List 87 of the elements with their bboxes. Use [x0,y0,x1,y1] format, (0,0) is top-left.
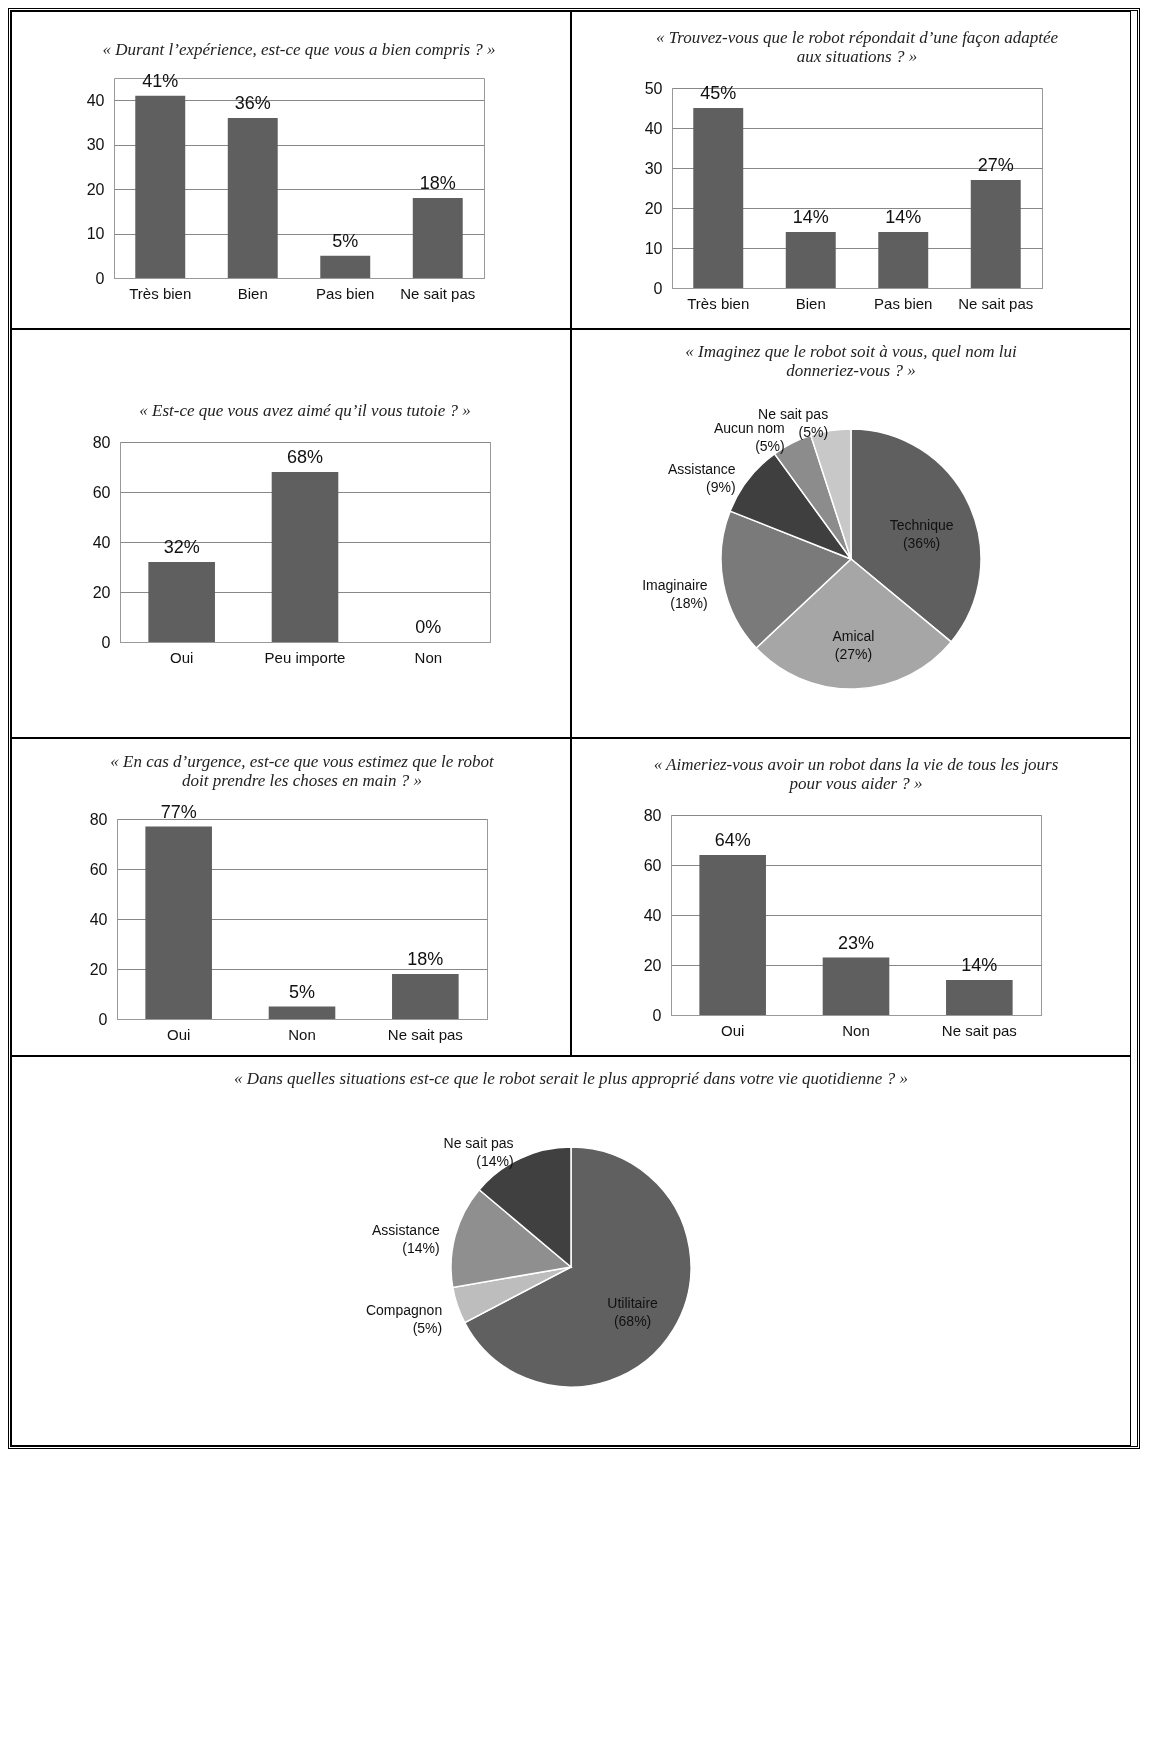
data-label: 5% [332,230,359,251]
x-tick-label: Non [414,648,443,666]
y-tick-label: 40 [92,533,111,551]
data-label: (14%) [476,1152,514,1169]
data-label: (9%) [706,478,736,495]
chart-title: « En cas d’urgence, est-ce que vous estimez que le robot doit prendre les choses en main ? » [109,751,495,790]
slice-label: Ne sait pas [758,405,829,422]
y-tick-label: 0 [98,1010,108,1028]
slice-label: Assistance [372,1222,440,1239]
y-tick-label: 80 [92,433,111,451]
y-tick-label: 20 [86,180,105,198]
data-label: 68% [286,447,324,467]
data-label: 36% [234,92,271,113]
slice-label: Imaginaire [642,577,708,594]
y-tick-label: 0 [653,279,663,297]
slice-label: Aucun nom [713,419,785,436]
y-tick-label: 20 [89,960,108,978]
y-tick-label: 10 [86,224,105,242]
x-tick-label: Très bien [687,294,750,312]
y-tick-label: 40 [89,910,108,928]
x-tick-label: Oui [720,1021,745,1039]
y-tick-label: 50 [644,79,663,97]
data-label: (36%) [902,534,941,551]
data-label: 18% [419,172,456,193]
x-tick-label: Pas bien [316,284,375,301]
data-label: 14% [885,207,922,227]
x-tick-label: Non [842,1021,870,1039]
x-tick-label: Bien [237,284,268,301]
slice-label: Ne sait pas [443,1134,514,1151]
x-tick-label: Ne sait pas [958,294,1034,312]
chart-title: « Imaginez que le robot soit à vous, quel nom lui donneriez-vous ? » [685,342,1017,380]
data-label: (5%) [798,423,829,440]
chart-title: « Trouvez-vous que le robot répondait d’une façon adaptée aux situations ? » [656,28,1059,66]
x-tick-label: Peu importe [264,648,346,666]
y-tick-label: 0 [652,1006,662,1024]
y-tick-label: 40 [643,906,662,924]
data-label: (18%) [670,595,708,612]
y-tick-label: 60 [89,860,108,878]
chart-title: « Dans quelles situations est-ce que le robot serait le plus approprié dans votre vie quotidienne ? » [234,1069,908,1088]
x-tick-label: Bien [795,294,826,312]
x-tick-label: Oui [169,648,194,666]
data-label: (14%) [402,1240,440,1257]
y-tick-label: 80 [643,806,662,824]
x-tick-label: Ne sait pas [387,1025,463,1043]
slice-label: Assistance [667,460,736,477]
data-label: 64% [714,830,751,850]
y-tick-label: 20 [643,956,662,974]
y-tick-label: 10 [644,239,663,257]
data-label: 77% [160,801,197,822]
y-tick-label: 40 [86,91,105,109]
data-label: 0% [415,617,442,637]
data-label: (68%) [613,1313,652,1330]
chart-title: « Durant l’expérience, est-ce que vous a bien compris ? » [102,39,496,59]
slice-label: Technique [889,516,954,533]
x-tick-label: Pas bien [874,294,933,312]
data-label: (5%) [755,437,785,454]
data-label: 14% [792,207,829,227]
y-tick-label: 20 [92,583,111,601]
slice-label: Amical [832,627,875,644]
y-tick-label: 60 [643,856,662,874]
x-tick-label: Ne sait pas [941,1021,1017,1039]
data-label: (5%) [412,1319,443,1336]
y-tick-label: 30 [644,159,663,177]
x-tick-label: Très bien [129,284,192,301]
y-tick-label: 20 [644,199,663,217]
data-label: 5% [288,981,315,1002]
x-tick-label: Non [287,1025,316,1043]
y-tick-label: 80 [89,810,108,828]
data-label: 14% [961,955,998,975]
data-label: (27%) [834,645,873,662]
data-label: 18% [406,949,443,969]
x-tick-label: Ne sait pas [400,284,476,301]
data-label: 32% [163,537,200,557]
slice-label: Utilitaire [607,1295,659,1312]
y-tick-label: 0 [101,633,111,651]
x-tick-label: Oui [166,1025,190,1043]
y-tick-label: 40 [644,119,663,137]
data-label: 27% [977,155,1014,175]
chart-title: « Aimeriez-vous avoir un robot dans la vie de tous les jours pour vous aider ? » [653,755,1059,793]
y-tick-label: 30 [86,135,105,153]
data-label: 45% [700,83,737,103]
y-tick-label: 60 [92,483,111,501]
slice-label: Compagnon [365,1301,443,1318]
chart-title: « Est-ce que vous avez aimé qu’il vous tutoie ? » [139,401,471,420]
data-label: 23% [837,932,875,953]
data-label: 41% [142,70,179,91]
y-tick-label: 0 [95,269,105,286]
